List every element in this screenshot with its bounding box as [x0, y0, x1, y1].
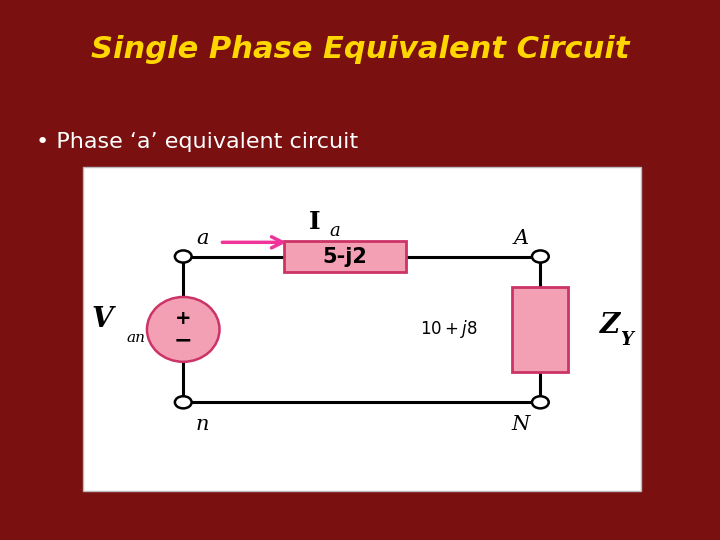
Text: Single Phase Equivalent Circuit: Single Phase Equivalent Circuit [91, 35, 629, 64]
Text: • Phase ‘a’ equivalent circuit: • Phase ‘a’ equivalent circuit [36, 132, 358, 152]
FancyBboxPatch shape [83, 167, 641, 491]
